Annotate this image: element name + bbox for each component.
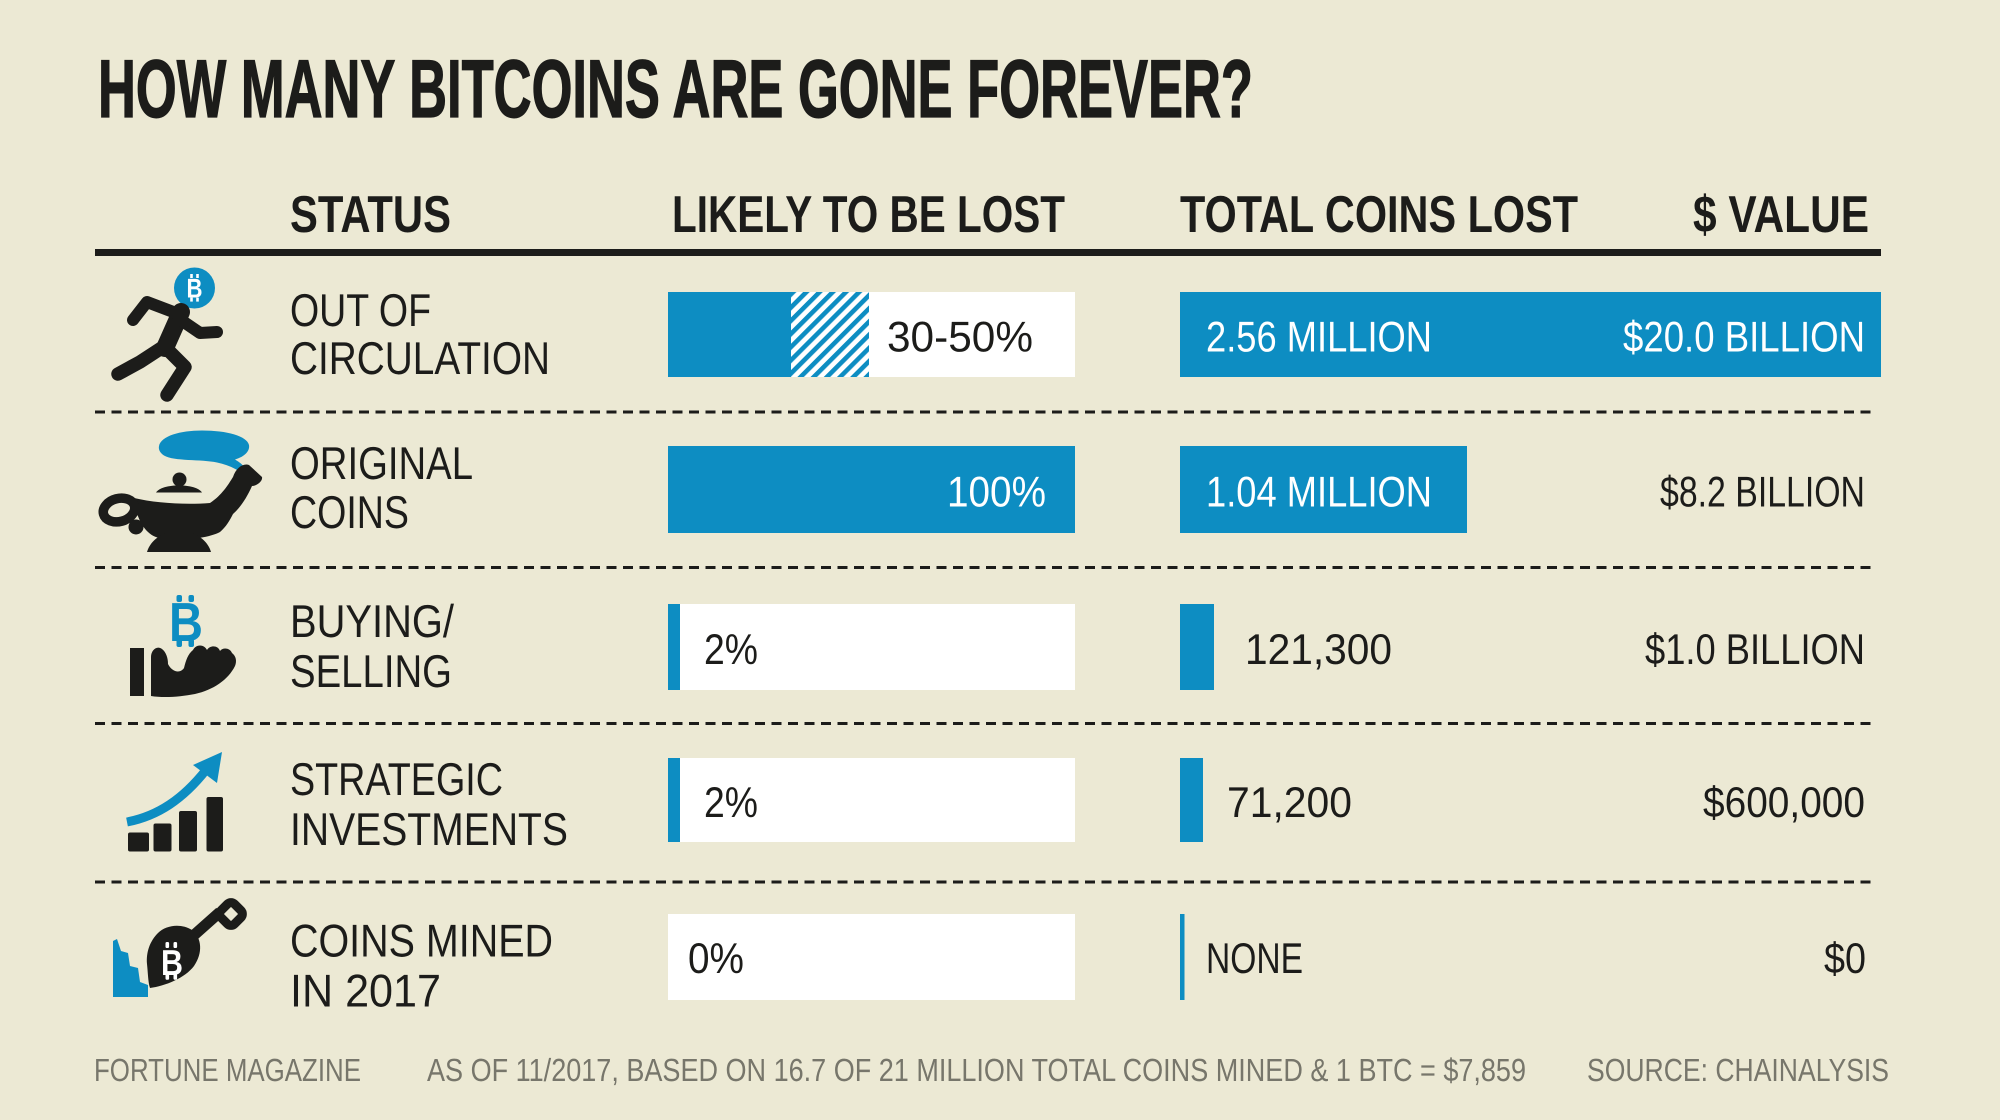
svg-text:IN 2017: IN 2017 [290,965,441,1017]
svg-text:CIRCULATION: CIRCULATION [290,332,550,384]
svg-text:NONE: NONE [1206,935,1303,983]
svg-text:HOW MANY BITCOINS ARE GONE FOR: HOW MANY BITCOINS ARE GONE FOREVER? [98,44,1253,135]
svg-text:2%: 2% [704,779,758,827]
svg-text:30-50%: 30-50% [887,314,1033,362]
svg-text:LIKELY TO BE LOST: LIKELY TO BE LOST [672,186,1065,244]
svg-text:SELLING: SELLING [290,645,452,697]
svg-text:1.04 MILLION: 1.04 MILLION [1206,469,1432,517]
svg-text:B: B [161,942,183,983]
svg-text:COINS MINED: COINS MINED [290,915,553,967]
svg-text:B: B [187,274,203,304]
svg-text:$8.2 BILLION: $8.2 BILLION [1660,469,1865,517]
svg-text:OUT OF: OUT OF [290,284,431,336]
svg-text:$600,000: $600,000 [1703,779,1865,827]
svg-text:COINS: COINS [290,486,409,538]
svg-text:ORIGINAL: ORIGINAL [290,437,473,489]
svg-text:INVESTMENTS: INVESTMENTS [290,803,568,855]
svg-text:TOTAL COINS LOST: TOTAL COINS LOST [1180,186,1578,244]
svg-text:$0: $0 [1824,935,1866,983]
svg-text:121,300: 121,300 [1245,626,1392,674]
svg-text:STATUS: STATUS [290,186,451,244]
svg-text:100%: 100% [947,469,1046,517]
svg-text:BUYING/: BUYING/ [290,595,454,647]
svg-text:FORTUNE MAGAZINE: FORTUNE MAGAZINE [94,1052,361,1088]
svg-text:$1.0 BILLION: $1.0 BILLION [1645,626,1865,674]
svg-text:2%: 2% [704,626,758,674]
svg-text:$20.0 BILLION: $20.0 BILLION [1623,314,1865,362]
svg-text:71,200: 71,200 [1227,779,1352,827]
svg-text:B: B [169,591,203,653]
svg-text:STRATEGIC: STRATEGIC [290,753,503,805]
svg-text:SOURCE: CHAINALYSIS: SOURCE: CHAINALYSIS [1587,1052,1889,1088]
svg-text:2.56 MILLION: 2.56 MILLION [1206,314,1432,362]
svg-text:$ VALUE: $ VALUE [1693,186,1869,244]
svg-text:0%: 0% [688,935,744,983]
svg-text:AS OF 11/2017, BASED ON 16.7 O: AS OF 11/2017, BASED ON 16.7 OF 21 MILLI… [427,1052,1526,1088]
